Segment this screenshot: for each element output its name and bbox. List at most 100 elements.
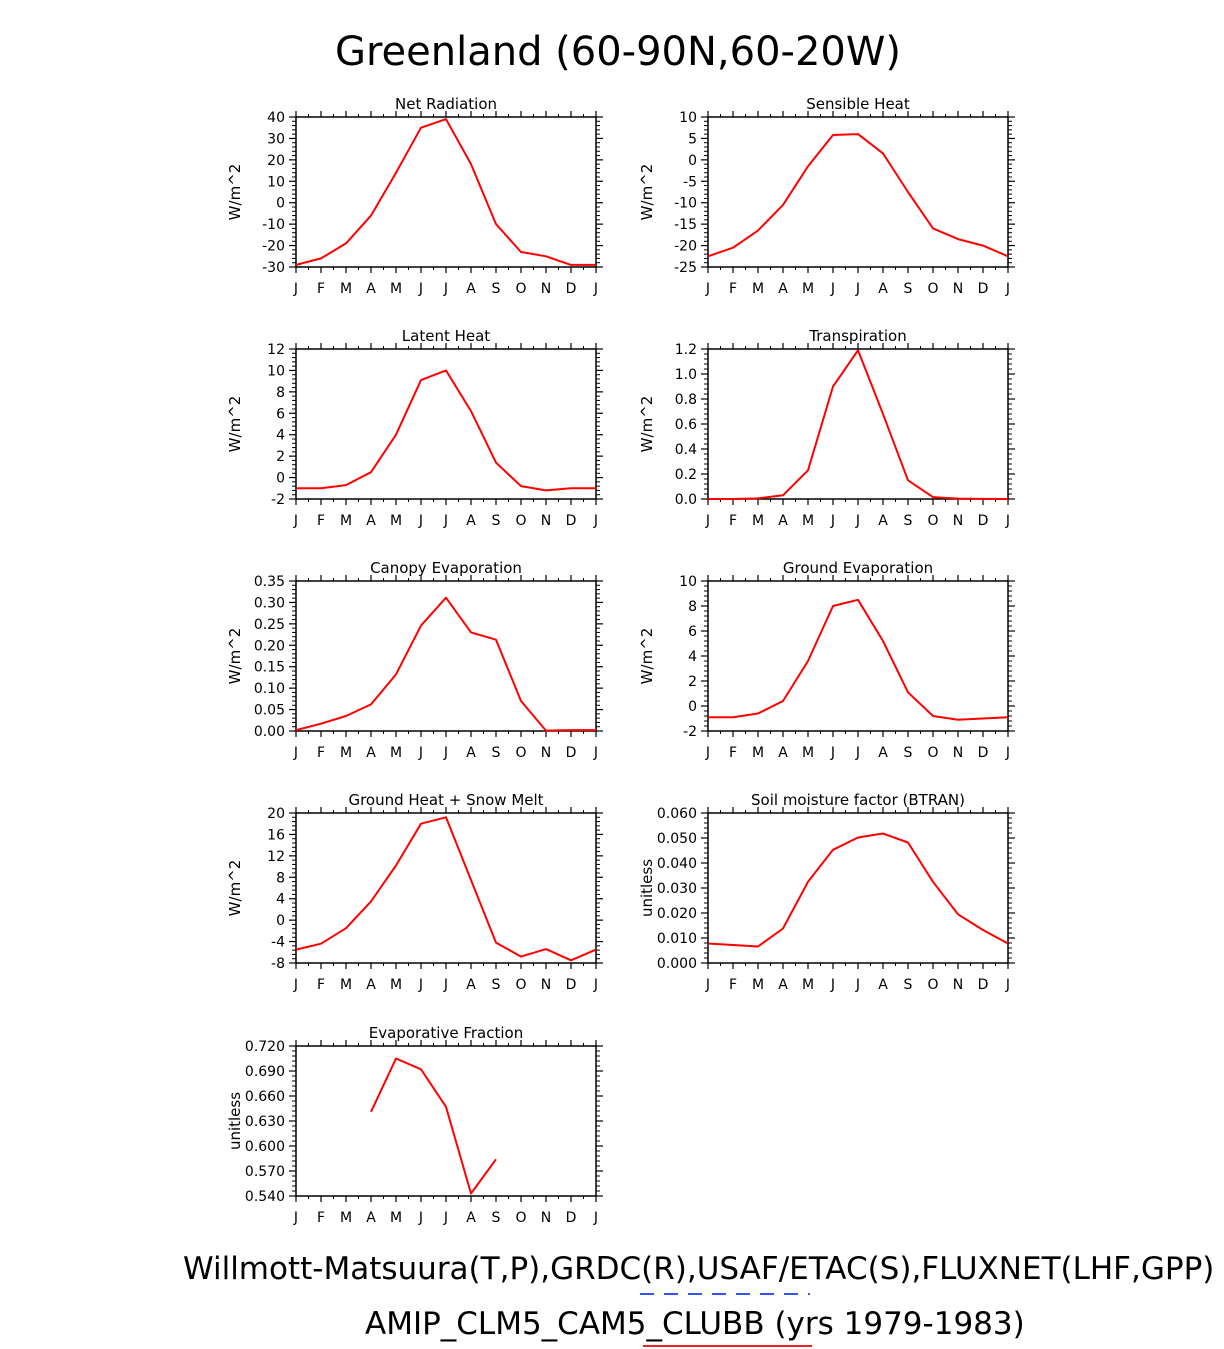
x-tick-label: A bbox=[466, 513, 476, 529]
x-tick-label: A bbox=[366, 977, 376, 993]
x-tick-label: S bbox=[904, 745, 913, 761]
x-tick-label: S bbox=[492, 1210, 501, 1226]
y-tick-label: 0.10 bbox=[254, 681, 285, 697]
y-tick-label: 0.00 bbox=[254, 724, 285, 740]
y-tick-label: -10 bbox=[674, 196, 697, 212]
net-radiation-title: Net Radiation bbox=[395, 95, 497, 113]
soil-moisture-factor-btran-title: Soil moisture factor (BTRAN) bbox=[751, 791, 965, 809]
ground-evaporation-ylabel: W/m^2 bbox=[638, 628, 656, 685]
latent-heat-title: Latent Heat bbox=[402, 327, 491, 345]
latent-heat-ylabel: W/m^2 bbox=[226, 396, 244, 453]
x-tick-label: A bbox=[366, 745, 376, 761]
x-tick-label: O bbox=[515, 513, 526, 529]
ground-heat-snow-melt-frame bbox=[295, 812, 597, 964]
y-tick-label: 2 bbox=[276, 449, 285, 465]
x-tick-label: S bbox=[492, 281, 501, 297]
y-tick-label: -5 bbox=[683, 174, 697, 190]
x-tick-label: D bbox=[566, 745, 577, 761]
canopy-evaporation-series-line bbox=[295, 596, 596, 732]
y-tick-label: 0.600 bbox=[245, 1139, 285, 1155]
y-tick-label: 0 bbox=[276, 196, 285, 212]
y-tick-label: -2 bbox=[271, 492, 285, 508]
sensible-heat-ylabel: W/m^2 bbox=[638, 164, 656, 221]
x-tick-label: N bbox=[541, 281, 551, 297]
x-tick-label: M bbox=[340, 977, 352, 993]
x-tick-label: M bbox=[802, 745, 814, 761]
ground-heat-snow-melt-series-line bbox=[295, 816, 597, 962]
x-tick-label: D bbox=[566, 977, 577, 993]
canopy-evaporation-title: Canopy Evaporation bbox=[370, 559, 522, 577]
x-tick-label: A bbox=[366, 513, 376, 529]
soil-moisture-factor-btran-ylabel: unitless bbox=[638, 859, 656, 917]
figure-title: Greenland (60-90N,60-20W) bbox=[335, 29, 901, 75]
evaporative-fraction-title: Evaporative Fraction bbox=[369, 1024, 523, 1042]
x-tick-label: F bbox=[317, 1210, 325, 1226]
x-tick-label: M bbox=[802, 513, 814, 529]
y-tick-label: -8 bbox=[271, 956, 285, 972]
sensible-heat-series-line bbox=[707, 133, 1009, 258]
x-tick-label: O bbox=[515, 281, 526, 297]
x-tick-label: J bbox=[418, 745, 423, 761]
x-tick-label: A bbox=[878, 281, 888, 297]
x-tick-label: J bbox=[293, 745, 298, 761]
x-tick-label: J bbox=[705, 977, 710, 993]
y-tick-label: 10 bbox=[267, 363, 285, 379]
y-tick-label: 0.540 bbox=[245, 1189, 285, 1205]
soil-moisture-factor-btran-panel: J F M A M J J A S O N D J0.0000.0100.0200.0300.0400.… bbox=[638, 791, 1015, 993]
x-tick-label: J bbox=[855, 513, 860, 529]
x-tick-label: F bbox=[317, 745, 325, 761]
x-tick-label: J bbox=[855, 977, 860, 993]
y-tick-label: 0 bbox=[276, 913, 285, 929]
sensible-heat-frame bbox=[707, 116, 1009, 268]
x-tick-label: O bbox=[515, 745, 526, 761]
x-tick-label: M bbox=[340, 745, 352, 761]
x-tick-label: J bbox=[443, 281, 448, 297]
x-tick-label: M bbox=[340, 1210, 352, 1226]
net-radiation-frame bbox=[295, 116, 597, 268]
y-tick-label: 0 bbox=[688, 153, 697, 169]
y-tick-label: 1.2 bbox=[675, 342, 697, 358]
y-tick-label: 0.20 bbox=[254, 638, 285, 654]
x-tick-label: A bbox=[878, 745, 888, 761]
x-tick-label: F bbox=[317, 281, 325, 297]
x-tick-label: J bbox=[830, 281, 835, 297]
x-tick-label: O bbox=[927, 281, 938, 297]
y-tick-label: 20 bbox=[267, 153, 285, 169]
x-tick-label: J bbox=[418, 513, 423, 529]
transpiration-frame bbox=[707, 348, 1009, 500]
y-tick-label: 0.2 bbox=[675, 467, 697, 483]
x-tick-label: N bbox=[953, 977, 963, 993]
y-tick-label: 0.15 bbox=[254, 660, 285, 676]
x-tick-label: J bbox=[418, 281, 423, 297]
y-tick-label: 10 bbox=[679, 110, 697, 126]
y-tick-label: 6 bbox=[688, 624, 697, 640]
y-tick-label: 0.020 bbox=[657, 906, 697, 922]
x-tick-label: A bbox=[878, 513, 888, 529]
x-tick-label: M bbox=[752, 281, 764, 297]
y-tick-label: 0 bbox=[276, 471, 285, 487]
x-tick-label: N bbox=[953, 513, 963, 529]
y-tick-label: 0.570 bbox=[245, 1164, 285, 1180]
x-tick-label: J bbox=[293, 513, 298, 529]
y-tick-label: 16 bbox=[267, 827, 285, 843]
x-tick-label: J bbox=[593, 513, 598, 529]
x-tick-label: M bbox=[390, 745, 402, 761]
footer-model: AMIP_CLM5_CAM5_CLUBB (yrs 1979-1983) bbox=[365, 1306, 1025, 1342]
x-tick-label: D bbox=[978, 281, 989, 297]
x-tick-label: J bbox=[443, 1210, 448, 1226]
x-tick-label: O bbox=[515, 977, 526, 993]
y-tick-label: 1.0 bbox=[675, 367, 697, 383]
y-tick-label: 5 bbox=[688, 131, 697, 147]
x-tick-label: N bbox=[541, 513, 551, 529]
x-tick-label: J bbox=[593, 281, 598, 297]
x-tick-label: A bbox=[878, 977, 888, 993]
ground-evaporation-frame bbox=[707, 580, 1009, 732]
y-tick-label: -25 bbox=[674, 260, 697, 276]
y-tick-label: -20 bbox=[262, 239, 285, 255]
x-tick-label: M bbox=[802, 977, 814, 993]
y-tick-label: 0.660 bbox=[245, 1089, 285, 1105]
evaporative-fraction-ylabel: unitless bbox=[226, 1092, 244, 1150]
x-tick-label: F bbox=[317, 513, 325, 529]
